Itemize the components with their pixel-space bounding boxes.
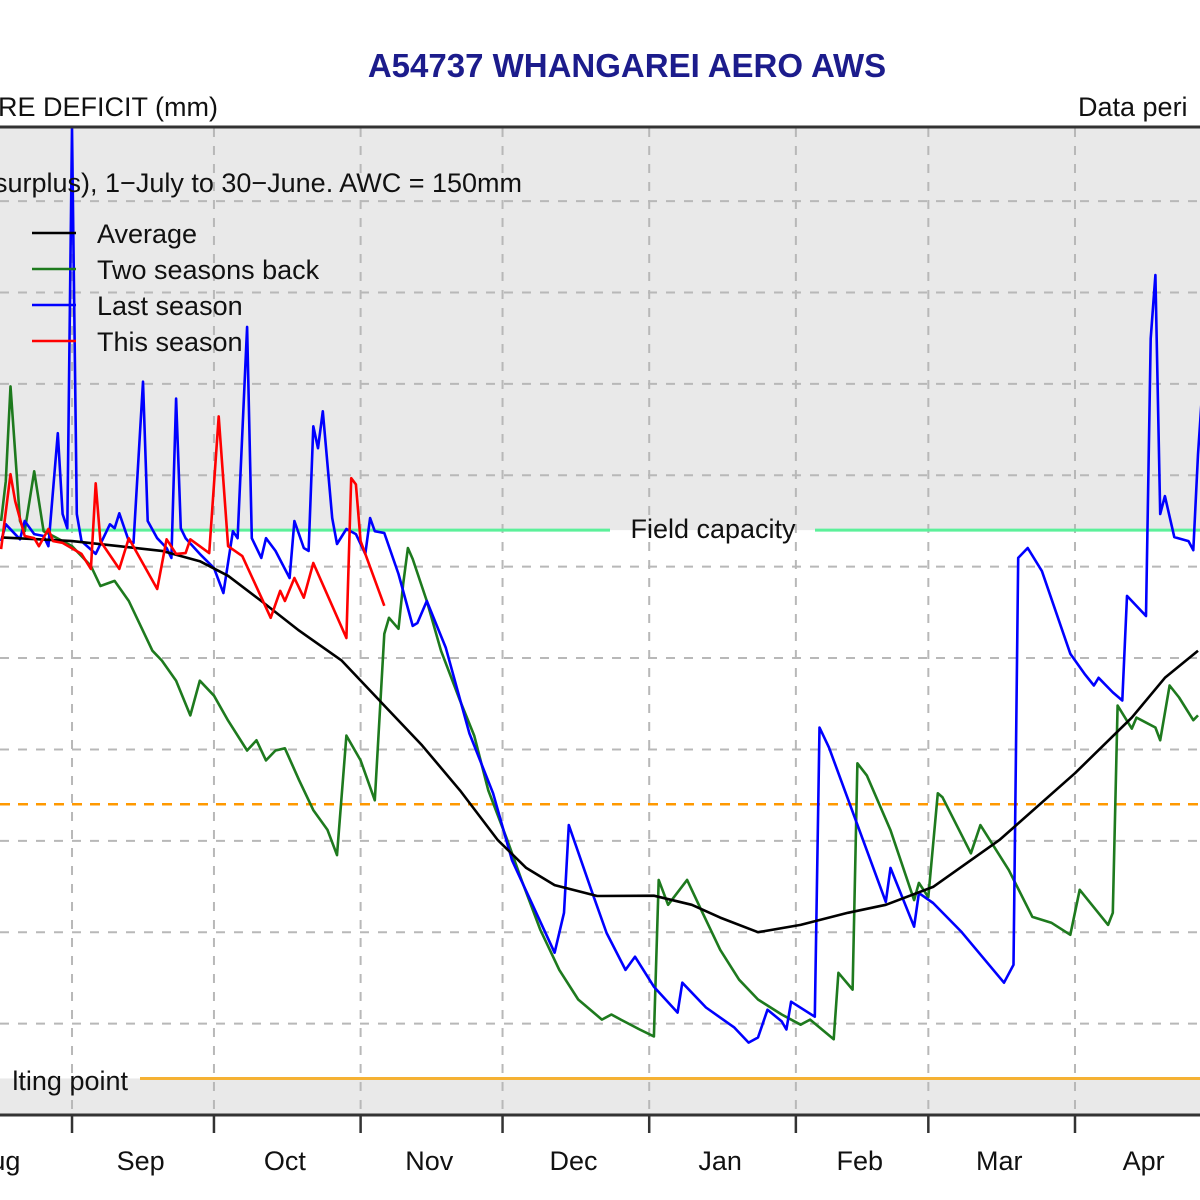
chart-title: A54737 WHANGAREI AERO AWS bbox=[368, 47, 886, 84]
y-axis-label: RE DEFICIT (mm) bbox=[0, 92, 218, 122]
x-tick-label: Sep bbox=[117, 1146, 165, 1176]
x-tick-label: Feb bbox=[836, 1146, 883, 1176]
x-tick-label: Oct bbox=[264, 1146, 307, 1176]
x-axis-ticks bbox=[70, 1115, 1077, 1133]
surplus-shading bbox=[0, 128, 1200, 531]
legend-label-last-season: Last season bbox=[97, 291, 243, 321]
series-lines bbox=[0, 126, 1200, 1044]
x-tick-label: Mar bbox=[976, 1146, 1023, 1176]
legend: Average Two seasons back Last season Thi… bbox=[32, 219, 320, 357]
wilting-point-label: lting point bbox=[12, 1066, 128, 1096]
series-line-last-season bbox=[0, 126, 1200, 1044]
field-capacity-label: Field capacity bbox=[630, 514, 796, 544]
reference-lines bbox=[0, 528, 1200, 1080]
chart-subtitle: surplus), 1−July to 30−June. AWC = 150mm bbox=[0, 168, 522, 198]
legend-label-two-seasons-back: Two seasons back bbox=[97, 255, 320, 285]
series-line-this-season bbox=[0, 415, 386, 640]
below-wilting-shading bbox=[0, 1078, 1200, 1115]
x-tick-label: Apr bbox=[1123, 1146, 1165, 1176]
x-tick-labels: Aug Sep Oct Nov Dec Jan Feb Mar Apr bbox=[0, 1146, 1165, 1176]
series-line-average bbox=[1, 536, 1199, 934]
x-tick-label: Aug bbox=[0, 1146, 20, 1176]
grid-lines bbox=[0, 128, 1200, 1115]
legend-label-this-season: This season bbox=[97, 327, 243, 357]
x-tick-label: Jan bbox=[698, 1146, 742, 1176]
x-tick-label: Dec bbox=[550, 1146, 598, 1176]
legend-label-average: Average bbox=[97, 219, 197, 249]
data-period-label: Data peri bbox=[1078, 92, 1188, 122]
plot-background bbox=[0, 128, 1200, 1115]
x-tick-label: Nov bbox=[405, 1146, 454, 1176]
series-line-two-seasons-back bbox=[0, 385, 1199, 1041]
